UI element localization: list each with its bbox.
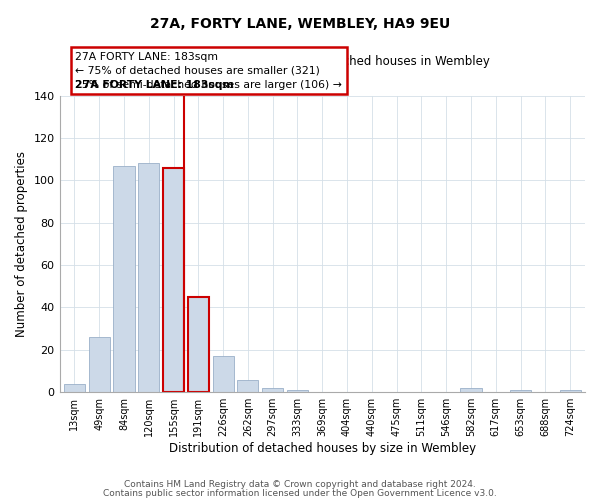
Bar	[287, 390, 308, 392]
Bar	[188, 297, 209, 392]
Bar	[560, 390, 581, 392]
Bar	[64, 384, 85, 392]
Bar	[113, 166, 134, 392]
Bar	[510, 390, 531, 392]
Text: 27A FORTY LANE: 183sqm
← 75% of detached houses are smaller (321)
25% of semi-de: 27A FORTY LANE: 183sqm ← 75% of detached…	[76, 52, 342, 90]
Bar	[89, 337, 110, 392]
Text: Contains HM Land Registry data © Crown copyright and database right 2024.: Contains HM Land Registry data © Crown c…	[124, 480, 476, 489]
Bar	[138, 164, 160, 392]
Bar	[212, 356, 233, 392]
Bar	[238, 380, 259, 392]
Bar	[262, 388, 283, 392]
Text: Contains public sector information licensed under the Open Government Licence v3: Contains public sector information licen…	[103, 488, 497, 498]
Bar	[460, 388, 482, 392]
Text: 27A FORTY LANE: 183sqm: 27A FORTY LANE: 183sqm	[76, 80, 234, 90]
Y-axis label: Number of detached properties: Number of detached properties	[15, 151, 28, 337]
Text: 27A, FORTY LANE, WEMBLEY, HA9 9EU: 27A, FORTY LANE, WEMBLEY, HA9 9EU	[150, 18, 450, 32]
Bar	[163, 168, 184, 392]
X-axis label: Distribution of detached houses by size in Wembley: Distribution of detached houses by size …	[169, 442, 476, 455]
Title: Size of property relative to detached houses in Wembley: Size of property relative to detached ho…	[154, 55, 490, 68]
